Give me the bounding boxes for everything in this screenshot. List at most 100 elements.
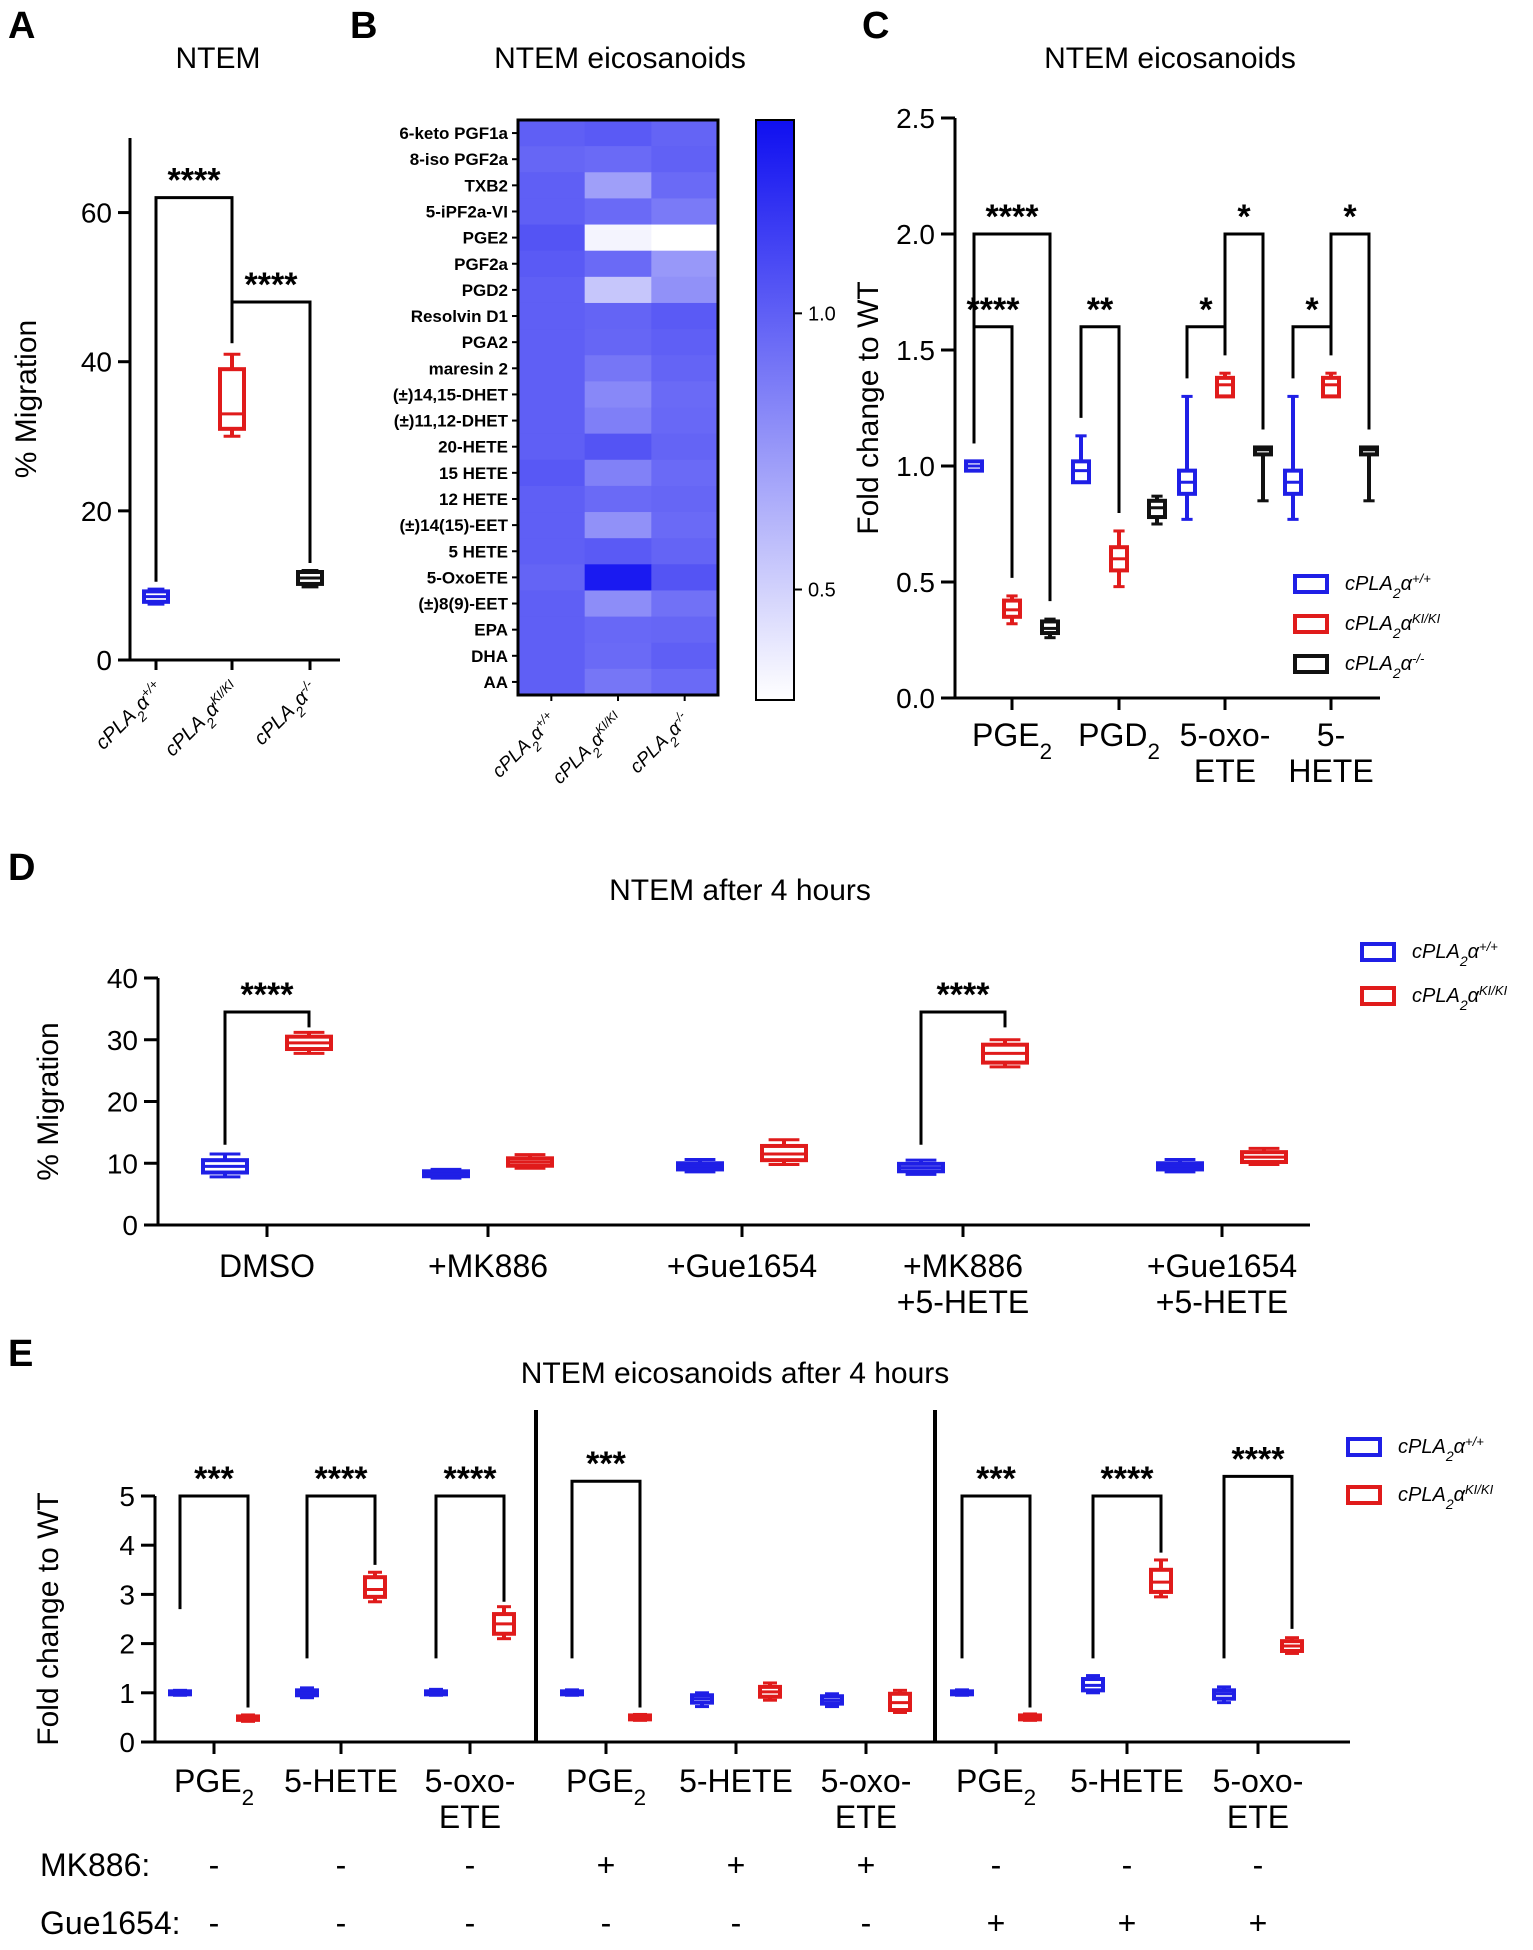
- heatmap-cell: [584, 668, 652, 696]
- panel-title-E: NTEM eicosanoids after 4 hours: [521, 1357, 950, 1390]
- y-axis-title: Fold change to WT: [852, 281, 885, 534]
- category-label: +Gue1654: [667, 1248, 817, 1284]
- genotype-label: cPLA2αKI/KI: [1398, 1482, 1494, 1513]
- heatmap-cell: [651, 616, 719, 644]
- heatmap-cell: [651, 642, 719, 670]
- panel-title-B: NTEM eicosanoids: [494, 42, 746, 75]
- panel-label-B: B: [350, 5, 377, 47]
- heatmap-cell: [651, 433, 719, 461]
- treatment-value: +: [597, 1847, 616, 1883]
- heatmap-row-label: 15 HETE: [439, 464, 508, 483]
- significance-bracket: [154, 196, 234, 582]
- genotype-base: cPLA: [1398, 1484, 1446, 1506]
- box-plot: [422, 1167, 470, 1180]
- heatmap-cell: [584, 407, 652, 435]
- heatmap-row-label: 5 HETE: [448, 542, 508, 561]
- heatmap-cell: [518, 668, 586, 696]
- genotype-alpha: α: [1454, 1484, 1466, 1506]
- category-main: PGD: [1078, 717, 1147, 753]
- significance-label: ****: [241, 976, 295, 1014]
- box-rect: [363, 1575, 387, 1599]
- box-plot: [506, 1153, 554, 1170]
- category-label: 5-oxo-: [821, 1763, 912, 1799]
- box-plot: [1253, 445, 1273, 503]
- heatmap-cell: [584, 381, 652, 408]
- significance-label: *: [1343, 198, 1357, 236]
- significance-bracket: [1091, 1494, 1163, 1659]
- treatment-value: -: [465, 1847, 476, 1883]
- y-axis-title: % Migration: [32, 1022, 65, 1180]
- heatmap-cell: [584, 433, 652, 461]
- legend-swatch: [1293, 654, 1329, 674]
- y-tick-label: 60: [81, 198, 112, 229]
- heatmap-row-label: (±)11,12-DHET: [394, 412, 509, 431]
- y-tick-label: 3: [119, 1579, 135, 1610]
- box-plot: [1321, 371, 1341, 399]
- significance-bracket: [919, 1010, 1007, 1145]
- treatment-value: +: [987, 1905, 1006, 1941]
- y-axis-title: Fold change to WT: [32, 1492, 65, 1745]
- significance-bracket: [230, 300, 312, 564]
- significance-bracket: [178, 1494, 250, 1708]
- box-plot: [758, 1681, 782, 1702]
- treatment-value: -: [1253, 1847, 1264, 1883]
- heatmap-cell: [518, 198, 586, 226]
- heatmap-row-label: 5-iPF2a-VI: [426, 202, 508, 221]
- heatmap-row-label: 6-keto PGF1a: [399, 124, 508, 143]
- box-plot: [950, 1688, 974, 1697]
- y-tick-label: 2.0: [896, 219, 935, 250]
- genotype-sub: 2: [1392, 625, 1401, 641]
- significance-bracket: [1079, 325, 1121, 513]
- significance-label: ****: [1101, 1460, 1155, 1498]
- color-scale-label: 0.5: [808, 580, 836, 602]
- genotype-sup: +/+: [1479, 939, 1498, 954]
- significance-label: *: [1305, 291, 1319, 329]
- genotype-label: cPLA2αKI/KI: [159, 676, 248, 765]
- treatment-name: MK886:: [40, 1847, 150, 1883]
- significance-label: ****: [986, 198, 1040, 236]
- category-main: 5-HETE: [679, 1763, 793, 1799]
- box-plot: [492, 1605, 516, 1641]
- heatmap-cell: [651, 538, 719, 565]
- category-label: 5-oxo-: [425, 1763, 516, 1799]
- heatmap-cell: [518, 407, 586, 435]
- genotype-sup: -/-: [1412, 651, 1425, 666]
- category-main: PGE: [174, 1763, 242, 1799]
- panel-label-C: C: [862, 5, 889, 47]
- box-plot: [628, 1712, 652, 1722]
- category-main: +Gue1654: [667, 1248, 817, 1284]
- heatmap-cell: [584, 198, 652, 226]
- y-tick-label: 1.5: [896, 335, 935, 366]
- genotype-sub: 2: [1392, 665, 1401, 681]
- heatmap-cell: [518, 355, 586, 382]
- heatmap-cell: [518, 433, 586, 461]
- category-sub: 2: [1147, 739, 1159, 764]
- legend-swatch: [1360, 986, 1396, 1006]
- category-sub: 2: [1040, 739, 1052, 764]
- genotype-alpha: α: [1401, 573, 1413, 595]
- y-tick-label: 5: [119, 1481, 135, 1512]
- category-main: +MK886: [428, 1248, 548, 1284]
- panel-title-D: NTEM after 4 hours: [609, 874, 871, 907]
- box-rect: [218, 367, 246, 431]
- heatmap-cell: [518, 276, 586, 304]
- significance-label: ****: [444, 1460, 498, 1498]
- genotype-label: cPLA2α-/-: [625, 708, 698, 781]
- genotype-base: cPLA: [1398, 1436, 1446, 1458]
- heatmap-row-label: PGD2: [462, 281, 508, 300]
- heatmap-cell: [584, 459, 652, 487]
- heatmap-cell: [584, 329, 652, 356]
- genotype-base: cPLA: [1412, 985, 1460, 1007]
- heatmap-cell: [518, 146, 586, 173]
- box-plot: [168, 1688, 192, 1697]
- box-plot: [1018, 1712, 1042, 1722]
- panel-label-D: D: [8, 847, 35, 889]
- genotype-base: cPLA: [1412, 941, 1460, 963]
- heatmap-row-label: Resolvin D1: [411, 307, 508, 326]
- category-main: +Gue1654: [1147, 1248, 1297, 1284]
- category-label: DMSO: [219, 1248, 315, 1284]
- legend-swatch: [1360, 942, 1396, 962]
- treatment-value: +: [1118, 1905, 1137, 1941]
- box-plot: [676, 1158, 724, 1174]
